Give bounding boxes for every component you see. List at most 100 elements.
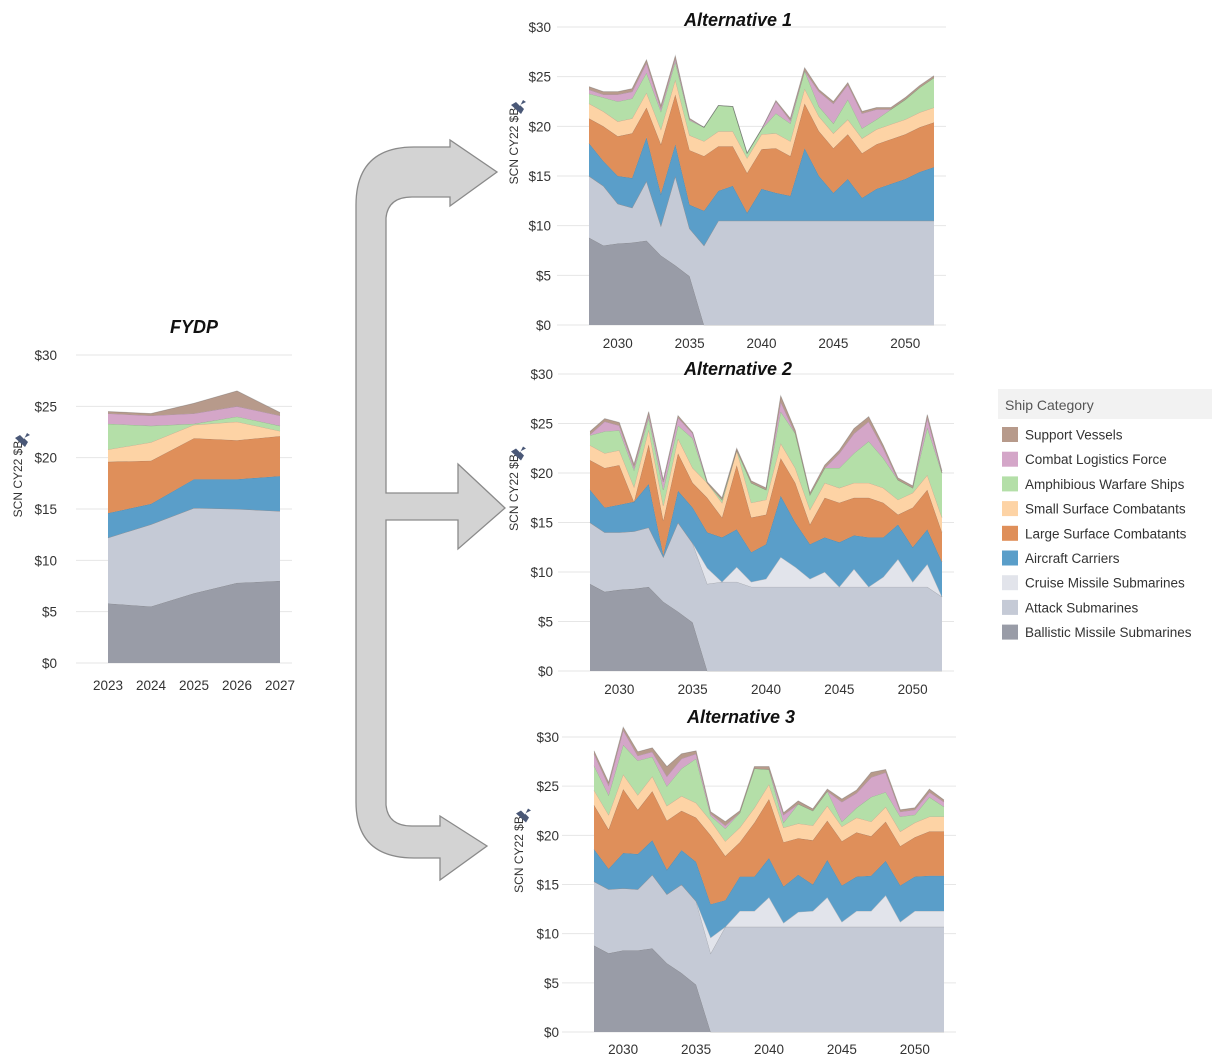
area-small-surface-combatants (108, 421, 280, 462)
area-ballistic-missile-submarines (108, 580, 280, 663)
y-tick-label: $20 (530, 466, 553, 481)
y-tick-label: $10 (34, 553, 57, 568)
legend-label: Attack Submarines (1025, 600, 1139, 615)
area-attack-submarines (589, 176, 934, 325)
x-tick-label: 2030 (603, 336, 633, 351)
area-aircraft-carriers (590, 483, 942, 597)
legend-item-amphibious-warfare-ships: Amphibious Warfare Ships (1002, 476, 1185, 492)
x-tick-label: 2040 (751, 682, 781, 697)
area-amphibious-warfare-ships (590, 411, 942, 518)
x-tick-label: 2026 (222, 678, 252, 693)
legend: Ship Category Support Vessels Combat Logis… (998, 389, 1212, 640)
y-axis-label: SCN CY22 $B (11, 441, 25, 518)
y-tick-label: $10 (528, 219, 551, 234)
chart-panel-alternative-3: $0 $5 $10 $15 $20 $25 $30 2030 2035 2040 2045 2050 A… (512, 707, 956, 1057)
x-tick-label: 2023 (93, 678, 123, 693)
x-tick-label: 2024 (136, 678, 167, 693)
x-tick-label: 2040 (754, 1042, 784, 1057)
area-amphibious-warfare-ships (589, 61, 934, 159)
legend-item-large-surface-combatants: Large Surface Combatants (1002, 525, 1187, 541)
x-tick-label: 2025 (179, 678, 209, 693)
area-ballistic-missile-submarines (589, 237, 934, 325)
area-small-surface-combatants (589, 79, 934, 173)
area-combat-logistics-force (594, 730, 944, 829)
area-combat-logistics-force (108, 406, 280, 426)
flow-arrow-to-alternatives (355, 138, 506, 882)
x-tick-label: 2030 (608, 1042, 638, 1057)
legend-swatch (1002, 476, 1018, 492)
x-tick-label: 2030 (604, 682, 634, 697)
legend-swatch (1002, 575, 1018, 591)
chart-panels: $0 $5 $10 $15 $20 $25 $30 2023 2024 2025 2026 2027 F… (11, 10, 956, 1057)
area-attack-submarines (108, 508, 280, 607)
area-ballistic-missile-submarines (594, 945, 944, 1032)
legend-label: Combat Logistics Force (1025, 452, 1167, 467)
pin-icon (15, 433, 30, 447)
area-edge-support-vessels (589, 394, 943, 499)
y-tick-label: $30 (530, 367, 553, 382)
x-tick-label: 2050 (898, 682, 928, 697)
y-tick-label: $25 (34, 399, 57, 414)
legend-swatch (1002, 451, 1018, 467)
area-large-surface-combatants (108, 436, 280, 514)
area-large-surface-combatants (594, 789, 944, 905)
y-tick-label: $30 (34, 348, 57, 363)
y-tick-label: $20 (34, 451, 57, 466)
area-edge-support-vessels (588, 54, 935, 155)
x-tick-label: 2040 (746, 336, 776, 351)
x-tick-label: 2035 (675, 336, 705, 351)
y-tick-label: $25 (530, 417, 553, 432)
y-tick-label: $25 (528, 70, 551, 85)
chart-panel-alternative-2: $0 $5 $10 $15 $20 $25 $30 2030 2035 2040 2045 2050 A… (507, 359, 954, 697)
area-edge-support-vessels (593, 726, 945, 823)
area-aircraft-carriers (108, 476, 280, 538)
legend-swatch (1002, 525, 1018, 541)
legend-item-aircraft-carriers: Aircraft Carriers (1002, 550, 1120, 566)
pin-icon (511, 100, 526, 114)
area-ballistic-missile-submarines (590, 583, 942, 671)
area-large-surface-combatants (589, 94, 934, 213)
x-tick-label: 2050 (900, 1042, 930, 1057)
area-cruise-missile-submarines (590, 522, 942, 597)
y-tick-label: $15 (530, 516, 553, 531)
y-tick-label: $5 (544, 976, 559, 991)
x-tick-label: 2045 (827, 1042, 857, 1057)
area-edge-support-vessels (107, 390, 281, 414)
y-axis-label: SCN CY22 $B (507, 108, 521, 185)
legend-swatch (1002, 427, 1018, 442)
x-tick-label: 2035 (678, 682, 708, 697)
legend-label: Amphibious Warfare Ships (1025, 477, 1185, 492)
area-attack-submarines (590, 522, 942, 671)
pin-icon (516, 808, 531, 823)
chart-title: Alternative 1 (683, 10, 792, 30)
y-tick-label: $10 (536, 927, 559, 942)
legend-item-ballistic-missile-submarines: Ballistic Missile Submarines (1002, 624, 1192, 640)
y-tick-label: $30 (536, 730, 559, 745)
y-tick-label: $15 (536, 878, 559, 893)
y-tick-label: $15 (528, 169, 551, 184)
legend-label: Small Surface Combatants (1025, 502, 1186, 517)
chart-title: FYDP (170, 317, 219, 337)
y-axis-label: SCN CY22 $B (507, 454, 521, 531)
chart-panel-fydp: $0 $5 $10 $15 $20 $25 $30 2023 2024 2025 2026 2027 F… (11, 317, 295, 693)
legend-swatch (1002, 599, 1018, 615)
x-tick-label: 2027 (265, 678, 295, 693)
x-tick-label: 2035 (681, 1042, 711, 1057)
y-tick-label: $15 (34, 502, 57, 517)
y-tick-label: $25 (536, 779, 559, 794)
y-tick-label: $0 (536, 318, 551, 333)
legend-swatch (1002, 550, 1018, 566)
y-tick-label: $5 (42, 605, 57, 620)
area-support-vessels (108, 390, 280, 416)
y-tick-label: $10 (530, 565, 553, 580)
area-aircraft-carriers (594, 840, 944, 938)
y-tick-label: $30 (528, 20, 551, 35)
x-tick-label: 2045 (818, 336, 848, 351)
legend-item-small-surface-combatants: Small Surface Combatants (1002, 501, 1186, 517)
area-support-vessels (594, 727, 944, 826)
legend-title: Ship Category (1005, 397, 1094, 413)
legend-header (998, 389, 1212, 419)
area-cruise-missile-submarines (594, 874, 944, 954)
area-large-surface-combatants (590, 444, 942, 563)
